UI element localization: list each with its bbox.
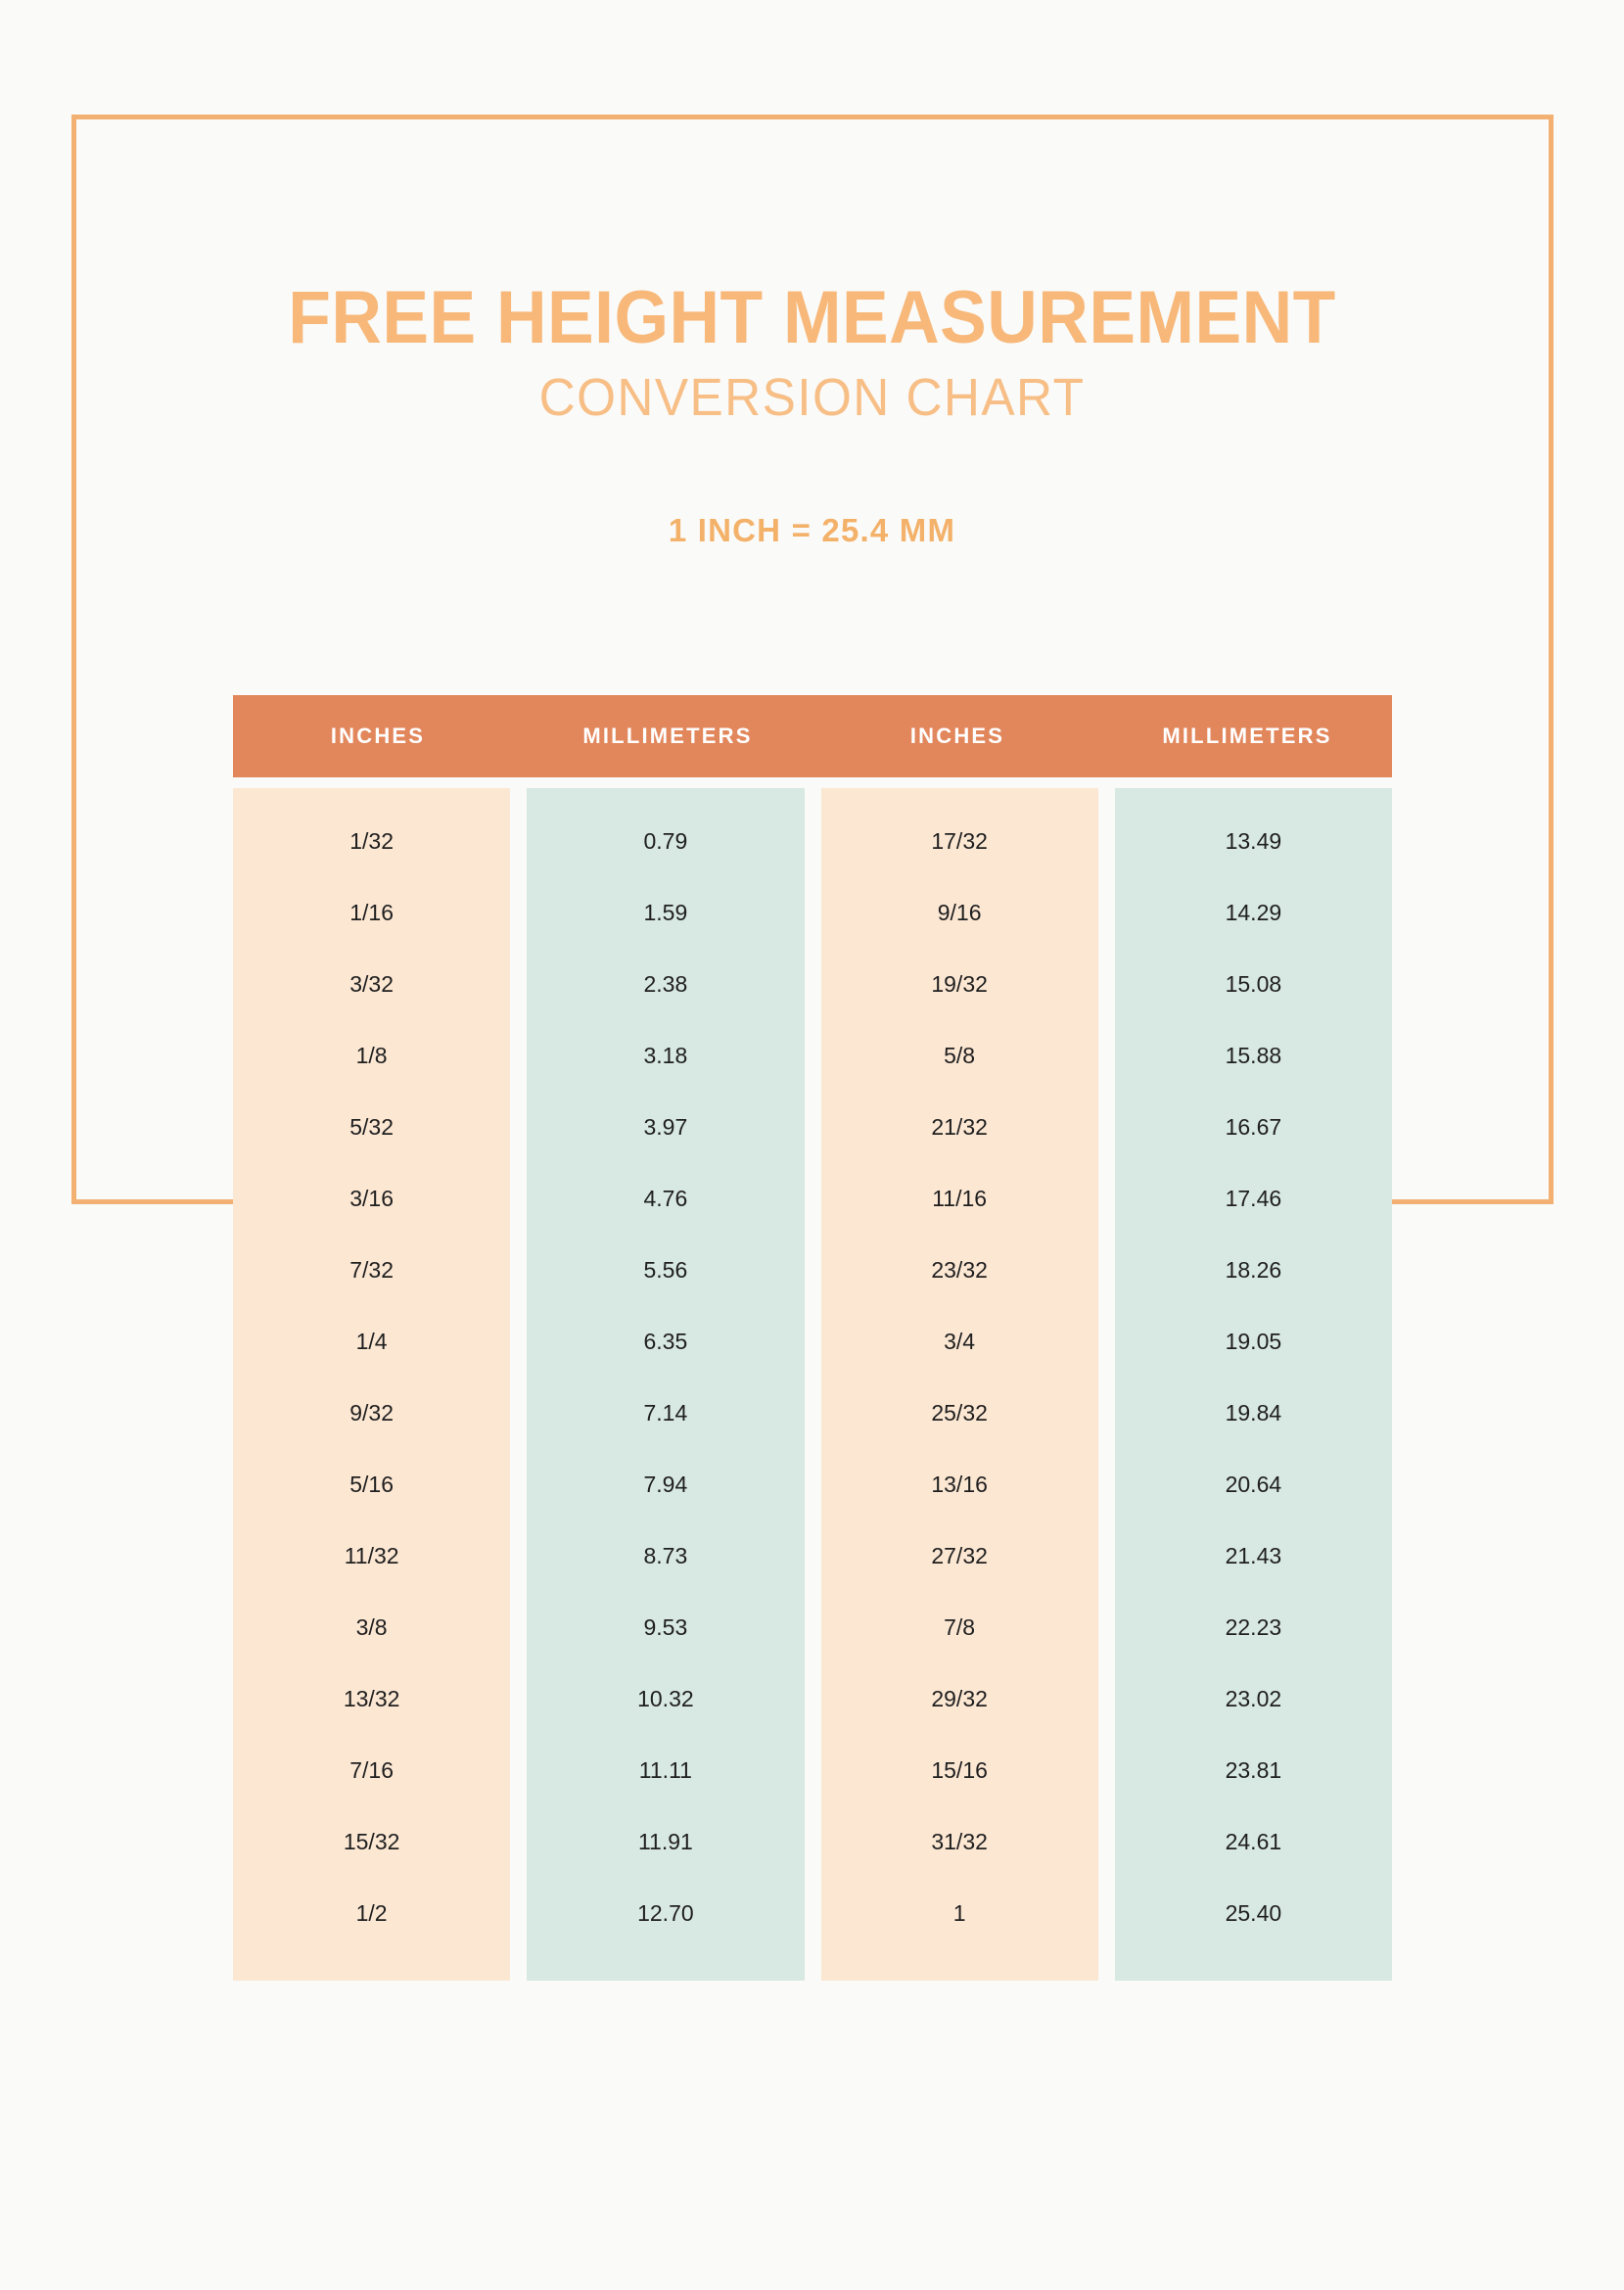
data-cell: 19.84 xyxy=(1225,1400,1282,1425)
data-cell: 3/8 xyxy=(355,1614,388,1640)
data-cell: 1/2 xyxy=(355,1900,388,1926)
data-cell: 3.18 xyxy=(643,1043,688,1068)
data-cell: 3/4 xyxy=(944,1329,976,1354)
data-column-0: 1/32 1/16 3/32 1/8 5/32 3/16 7/32 1/4 9/32 5/16 11… xyxy=(233,788,511,1981)
data-cell: 19.05 xyxy=(1225,1329,1282,1354)
data-cell: 13.49 xyxy=(1225,828,1282,854)
data-cell: 2.38 xyxy=(643,971,688,997)
data-cell: 25/32 xyxy=(931,1400,988,1425)
data-cell: 9/32 xyxy=(349,1400,394,1425)
data-cell: 31/32 xyxy=(931,1829,988,1854)
data-cell: 25.40 xyxy=(1225,1900,1282,1926)
data-cell: 15/16 xyxy=(931,1757,988,1783)
conversion-table: INCHES MILLIMETERS INCHES MILLIMETERS 1/32 1… xyxy=(233,695,1392,1981)
data-column-2: 17/32 9/16 19/32 5/8 21/32 11/16 23/32 3/4 25/32… xyxy=(820,788,1098,1981)
data-cell: 5/16 xyxy=(349,1472,394,1497)
data-cell: 11/16 xyxy=(932,1186,988,1211)
data-cell: 19/32 xyxy=(931,971,988,997)
table-header-cell-1: MILLIMETERS xyxy=(582,724,753,748)
data-cell: 1/16 xyxy=(349,900,394,925)
conversion-note: 1 INCH = 25.4 MM xyxy=(668,512,956,548)
data-cell: 7/32 xyxy=(349,1257,394,1283)
table-body: 1/32 1/16 3/32 1/8 5/32 3/16 7/32 1/4 9/32 5/16 11… xyxy=(233,788,1392,1981)
data-cell: 27/32 xyxy=(931,1543,988,1568)
table-header-row: INCHES MILLIMETERS INCHES MILLIMETERS xyxy=(233,695,1392,777)
data-cell: 1/32 xyxy=(349,828,394,854)
frame-bottom-left-line xyxy=(71,1199,238,1204)
data-cell: 12.70 xyxy=(637,1900,694,1926)
data-cell: 21/32 xyxy=(931,1114,988,1140)
data-cell: 8.73 xyxy=(643,1543,688,1568)
data-cell: 11/32 xyxy=(344,1543,399,1568)
table-header-cell-0: INCHES xyxy=(330,724,426,748)
data-cell: 1.59 xyxy=(643,900,688,925)
frame-bottom-right-line xyxy=(1382,1199,1554,1204)
data-cell: 24.61 xyxy=(1225,1829,1282,1854)
data-cell: 17.46 xyxy=(1225,1186,1282,1211)
data-cell: 5/8 xyxy=(944,1043,976,1068)
data-cell: 23/32 xyxy=(931,1257,988,1283)
data-cell: 1/4 xyxy=(355,1329,388,1354)
data-cell: 21.43 xyxy=(1225,1543,1282,1568)
data-cell: 6.35 xyxy=(643,1329,688,1354)
table-header-cell-2: INCHES xyxy=(909,724,1005,748)
data-cell: 15/32 xyxy=(343,1829,400,1854)
data-column-3: 13.49 14.29 15.08 15.88 16.67 17.46 18.26 19.05… xyxy=(1114,788,1392,1981)
data-cell: 22.23 xyxy=(1225,1614,1282,1640)
data-cell: 0.79 xyxy=(643,828,688,854)
data-cell: 5.56 xyxy=(643,1257,688,1283)
data-cell: 3/16 xyxy=(349,1186,394,1211)
data-cell: 14.29 xyxy=(1225,900,1282,925)
data-cell: 1 xyxy=(952,1900,966,1926)
data-cell: 16.67 xyxy=(1225,1114,1282,1140)
data-cell: 13/32 xyxy=(343,1686,400,1711)
title-block: FREE HEIGHT MEASUREMENT CONVERSION CHART… xyxy=(0,0,1624,548)
data-cell: 15.88 xyxy=(1225,1043,1282,1068)
data-cell: 13/16 xyxy=(931,1472,988,1497)
data-cell: 9/16 xyxy=(937,900,982,925)
data-cell: 29/32 xyxy=(931,1686,988,1711)
data-column-1: 0.79 1.59 2.38 3.18 3.97 4.76 5.56 6.35 7.14 7.94… xyxy=(527,788,805,1981)
table-header-cell-3: MILLIMETERS xyxy=(1162,724,1332,748)
data-cell: 7/8 xyxy=(944,1614,976,1640)
data-cell: 7.14 xyxy=(643,1400,688,1425)
data-cell: 20.64 xyxy=(1225,1472,1282,1497)
data-cell: 15.08 xyxy=(1225,971,1282,997)
data-cell: 23.02 xyxy=(1225,1686,1282,1711)
data-cell: 10.32 xyxy=(637,1686,694,1711)
data-cell: 11.11 xyxy=(638,1757,692,1783)
page-subtitle: CONVERSION CHART xyxy=(538,368,1086,427)
data-cell: 5/32 xyxy=(349,1114,394,1140)
data-cell: 4.76 xyxy=(643,1186,688,1211)
data-cell: 9.53 xyxy=(643,1614,688,1640)
data-cell: 1/8 xyxy=(355,1043,388,1068)
data-cell: 18.26 xyxy=(1225,1257,1282,1283)
data-cell: 17/32 xyxy=(931,828,988,854)
data-cell: 7/16 xyxy=(349,1757,394,1783)
data-cell: 3.97 xyxy=(643,1114,688,1140)
page-title: FREE HEIGHT MEASUREMENT xyxy=(288,276,1336,359)
data-cell: 23.81 xyxy=(1225,1757,1282,1783)
data-cell: 11.91 xyxy=(637,1829,693,1854)
data-cell: 7.94 xyxy=(643,1472,688,1497)
data-cell: 3/32 xyxy=(349,971,394,997)
